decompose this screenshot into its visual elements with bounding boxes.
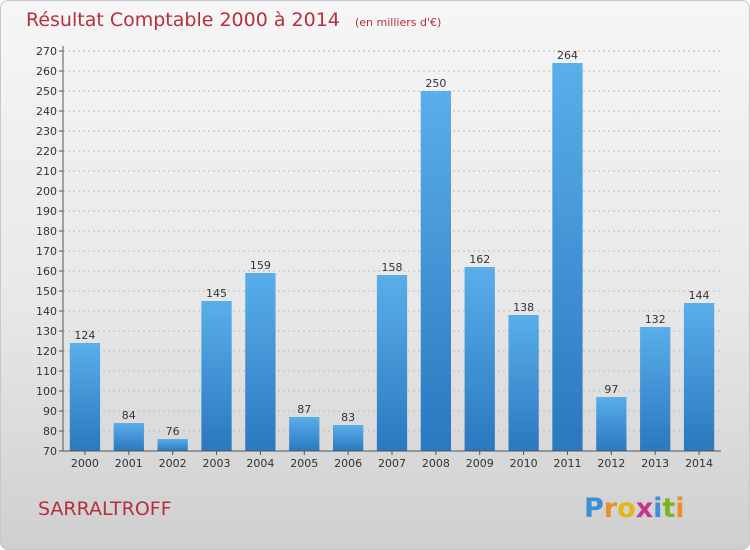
- y-tick-label: 260: [36, 65, 57, 78]
- y-tick-label: 130: [36, 325, 57, 338]
- bar-2000: [69, 343, 101, 451]
- bar-2007: [376, 275, 408, 451]
- value-label-2012: 97: [604, 383, 618, 396]
- y-tick-label: 250: [36, 85, 57, 98]
- bar-2002: [157, 439, 188, 451]
- logo-letter: t: [662, 493, 675, 524]
- bar-2005: [289, 417, 320, 451]
- value-label-2010: 138: [513, 301, 534, 314]
- bar-2004: [245, 273, 276, 451]
- value-label-2013: 132: [645, 313, 666, 326]
- value-label-2009: 162: [469, 253, 490, 266]
- x-tick-label-2007: 2007: [378, 457, 406, 470]
- logo-letter: P: [584, 493, 604, 524]
- y-tick-label: 190: [36, 205, 57, 218]
- x-tick-label-2005: 2005: [290, 457, 318, 470]
- bar-2009: [464, 267, 495, 451]
- y-tick-label: 100: [36, 385, 57, 398]
- y-tick-label: 150: [36, 285, 57, 298]
- logo-letter: r: [604, 493, 618, 524]
- x-tick-label-2006: 2006: [334, 457, 362, 470]
- value-label-2000: 124: [74, 329, 95, 342]
- chart-title-main: Résultat Comptable 2000 à 2014: [26, 9, 340, 31]
- bar-2012: [596, 397, 627, 451]
- value-label-2008: 250: [425, 77, 446, 90]
- place-name: SARRALTROFF: [38, 498, 172, 520]
- bar-2011: [552, 63, 583, 451]
- x-tick-label-2001: 2001: [115, 457, 143, 470]
- value-label-2014: 144: [689, 289, 710, 302]
- value-label-2011: 264: [557, 49, 578, 62]
- chart-title-unit: (en milliers d'€): [355, 16, 441, 29]
- y-tick-label: 70: [43, 445, 57, 458]
- logo-letter: i: [653, 493, 662, 524]
- x-tick-label-2002: 2002: [159, 457, 187, 470]
- value-label-2002: 76: [166, 425, 180, 438]
- value-label-2003: 145: [206, 287, 227, 300]
- value-label-2005: 87: [297, 403, 311, 416]
- bars: [69, 63, 715, 451]
- logo-letter: i: [675, 493, 684, 524]
- proxiti-logo: Proxiti: [584, 493, 685, 524]
- y-tick-label: 180: [36, 225, 57, 238]
- x-tick-label-2004: 2004: [246, 457, 274, 470]
- bar-2010: [508, 315, 539, 451]
- y-tick-label: 120: [36, 345, 57, 358]
- y-tick-label: 210: [36, 165, 57, 178]
- y-tick-label: 160: [36, 265, 57, 278]
- x-tick-label-2003: 2003: [203, 457, 231, 470]
- y-tick-label: 230: [36, 125, 57, 138]
- value-labels: 124 84 76 145 159 87 83 158 250 162 138 264 97 132 144: [74, 49, 709, 438]
- value-label-2001: 84: [122, 409, 136, 422]
- x-tick-label-2014: 2014: [685, 457, 713, 470]
- value-label-2006: 83: [341, 411, 355, 424]
- y-tick-label: 270: [36, 45, 57, 58]
- chart-title: Résultat Comptable 2000 à 2014 (en milli…: [26, 9, 441, 31]
- y-tick-label: 170: [36, 245, 57, 258]
- logo-letter: o: [617, 493, 636, 524]
- y-tick-label: 140: [36, 305, 57, 318]
- y-tick-label: 90: [43, 405, 57, 418]
- y-tick-label: 110: [36, 365, 57, 378]
- x-tick-label-2009: 2009: [466, 457, 494, 470]
- bar-2008: [420, 91, 452, 451]
- y-axis-ticks: 70 80 90 100 110 120 130 140 150 160 170 180 190 200 2…: [36, 45, 63, 458]
- logo-letter: x: [636, 493, 653, 524]
- y-tick-label: 200: [36, 185, 57, 198]
- y-tick-label: 240: [36, 105, 57, 118]
- value-label-2007: 158: [382, 261, 403, 274]
- x-tick-label-2012: 2012: [597, 457, 625, 470]
- y-tick-label: 220: [36, 145, 57, 158]
- bar-2006: [332, 425, 364, 451]
- bar-2001: [113, 423, 144, 451]
- bar-2003: [201, 301, 232, 451]
- x-tick-label-2010: 2010: [510, 457, 538, 470]
- bar-2014: [683, 303, 715, 451]
- x-tick-label-2011: 2011: [553, 457, 581, 470]
- x-tick-label-2013: 2013: [641, 457, 669, 470]
- bar-2013: [640, 327, 671, 451]
- x-tick-label-2000: 2000: [71, 457, 99, 470]
- x-axis-ticks: 2000 2001 2002 2003 2004 2005 2006 2007 2008 2009…: [71, 451, 713, 470]
- x-tick-label-2008: 2008: [422, 457, 450, 470]
- y-tick-label: 80: [43, 425, 57, 438]
- value-label-2004: 159: [250, 259, 271, 272]
